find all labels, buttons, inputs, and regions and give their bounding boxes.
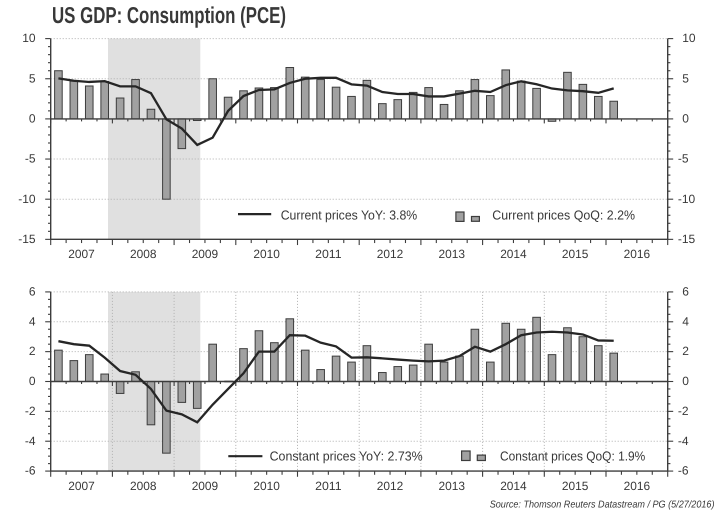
svg-text:-4: -4 [25,434,36,448]
svg-text:-10: -10 [18,192,36,206]
svg-text:2015: 2015 [562,479,589,493]
svg-text:0: 0 [682,112,689,126]
svg-text:-5: -5 [25,152,36,166]
svg-text:2012: 2012 [377,479,404,493]
svg-text:2014: 2014 [500,479,527,493]
svg-text:0: 0 [29,374,36,388]
svg-text:-4: -4 [678,434,689,448]
svg-text:-6: -6 [25,464,36,478]
svg-text:-10: -10 [678,192,696,206]
svg-text:Source: Thomson Reuters Datast: Source: Thomson Reuters Datastream / PG … [490,499,715,510]
svg-text:4: 4 [29,314,36,328]
svg-text:2014: 2014 [500,247,527,261]
svg-text:2013: 2013 [439,479,466,493]
svg-text:5: 5 [682,71,689,85]
svg-text:2010: 2010 [253,247,280,261]
svg-text:2012: 2012 [377,247,404,261]
svg-text:2: 2 [682,344,689,358]
svg-text:2007: 2007 [68,479,95,493]
svg-text:0: 0 [682,374,689,388]
svg-text:5: 5 [29,71,36,85]
svg-text:2008: 2008 [130,479,157,493]
svg-text:2013: 2013 [439,247,466,261]
svg-text:-2: -2 [25,404,36,418]
svg-text:10: 10 [22,31,36,45]
svg-text:-2: -2 [678,404,689,418]
svg-text:Constant prices YoY: 2.73%: Constant prices YoY: 2.73% [270,448,424,463]
svg-text:2016: 2016 [624,479,651,493]
svg-text:-5: -5 [678,152,689,166]
svg-text:US GDP: Consumption (PCE): US GDP: Consumption (PCE) [52,2,286,28]
svg-text:2008: 2008 [130,247,157,261]
svg-text:10: 10 [682,31,696,45]
svg-text:2011: 2011 [315,247,342,261]
svg-text:Constant prices QoQ: 1.9%: Constant prices QoQ: 1.9% [500,448,646,463]
svg-text:Current prices QoQ: 2.2%: Current prices QoQ: 2.2% [492,208,635,223]
svg-text:2010: 2010 [253,479,280,493]
svg-text:2015: 2015 [562,247,589,261]
svg-text:6: 6 [682,285,689,299]
svg-text:Current prices YoY: 3.8%: Current prices YoY: 3.8% [281,208,418,223]
svg-text:4: 4 [682,314,689,328]
svg-text:2016: 2016 [624,247,651,261]
svg-text:-15: -15 [678,232,696,246]
svg-text:2011: 2011 [315,479,342,493]
svg-text:2009: 2009 [192,247,219,261]
svg-text:2007: 2007 [68,247,95,261]
svg-text:-6: -6 [678,464,689,478]
svg-text:0: 0 [29,112,36,126]
svg-text:6: 6 [29,285,36,299]
svg-text:2: 2 [29,344,36,358]
svg-text:-15: -15 [18,232,36,246]
svg-text:2009: 2009 [192,479,219,493]
